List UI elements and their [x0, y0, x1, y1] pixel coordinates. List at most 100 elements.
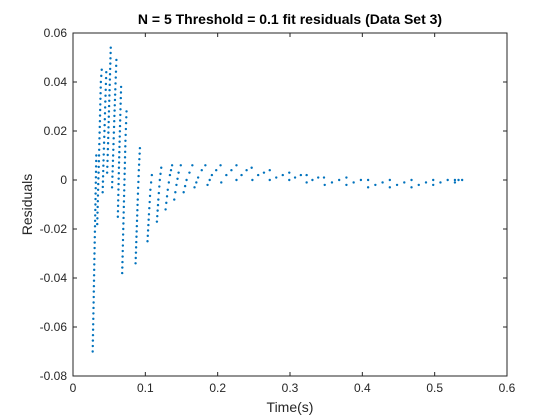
data-point	[165, 201, 168, 205]
data-point	[123, 161, 127, 165]
data-point	[148, 200, 151, 204]
data-point	[117, 166, 121, 169]
data-point	[305, 181, 308, 184]
data-point	[91, 328, 95, 331]
data-point	[105, 171, 109, 174]
data-point	[138, 157, 141, 161]
data-point	[106, 142, 110, 145]
chart-title: N = 5 Threshold = 0.1 fit residuals (Dat…	[138, 11, 442, 27]
data-point	[453, 178, 457, 182]
data-point	[135, 240, 138, 244]
data-point	[111, 164, 114, 168]
data-point	[121, 233, 125, 236]
data-point	[107, 126, 110, 129]
data-point	[117, 199, 120, 202]
data-point	[99, 92, 102, 95]
data-point	[119, 85, 123, 89]
data-point	[185, 178, 188, 182]
y-tick-label: 0.04	[44, 75, 68, 89]
data-point	[235, 164, 238, 167]
data-point	[92, 312, 95, 315]
data-point	[359, 178, 363, 182]
data-point	[160, 166, 163, 169]
data-point	[99, 97, 102, 101]
x-tick-label: 0.2	[209, 381, 226, 395]
data-point	[275, 176, 278, 179]
data-point	[388, 186, 392, 189]
data-point	[104, 88, 107, 92]
data-point	[94, 214, 97, 217]
data-point	[94, 176, 98, 179]
data-point	[121, 266, 124, 269]
data-point	[299, 173, 303, 177]
data-point	[146, 234, 149, 238]
data-point	[219, 164, 222, 167]
data-point	[93, 246, 96, 250]
data-point	[137, 180, 140, 184]
data-point	[96, 222, 99, 226]
data-point	[256, 173, 260, 177]
data-point	[103, 123, 106, 127]
data-point	[114, 70, 118, 73]
data-point	[410, 186, 413, 189]
data-point	[337, 178, 341, 182]
data-point	[225, 173, 228, 177]
data-point	[183, 184, 187, 188]
data-point	[119, 91, 123, 94]
data-point	[215, 169, 218, 172]
data-point	[113, 93, 117, 96]
data-point	[108, 67, 112, 71]
data-point	[410, 178, 413, 182]
data-point	[122, 205, 126, 209]
data-point	[106, 159, 109, 163]
data-point	[118, 124, 122, 128]
data-point	[103, 135, 106, 139]
data-point	[98, 125, 101, 129]
data-point	[91, 323, 95, 326]
data-point	[193, 186, 196, 189]
data-point	[104, 100, 107, 103]
data-point	[281, 173, 284, 177]
data-point	[109, 46, 112, 49]
data-point	[208, 178, 211, 182]
data-point	[159, 172, 162, 176]
data-point	[388, 178, 392, 182]
data-point	[94, 165, 98, 168]
data-point	[92, 295, 95, 299]
data-point	[330, 181, 334, 184]
data-point	[123, 150, 127, 154]
data-point	[366, 186, 370, 189]
data-point	[311, 178, 314, 182]
data-point	[305, 173, 308, 177]
data-point	[174, 191, 177, 194]
x-tick-label: 0.4	[354, 381, 371, 395]
data-point	[118, 145, 121, 149]
data-point	[119, 108, 122, 111]
data-point	[91, 350, 94, 353]
data-point	[93, 257, 96, 261]
data-point	[156, 214, 159, 218]
data-point	[118, 156, 121, 159]
data-point	[220, 181, 223, 184]
data-point	[268, 178, 271, 182]
data-point	[123, 172, 126, 176]
y-tick-label: -0.06	[40, 320, 68, 334]
data-point	[110, 186, 114, 189]
data-point	[108, 83, 111, 87]
data-point	[156, 203, 160, 207]
data-point	[106, 153, 109, 157]
data-point	[94, 203, 97, 206]
data-point	[94, 208, 97, 212]
data-point	[138, 146, 142, 150]
data-point	[457, 178, 460, 182]
data-point	[137, 174, 140, 178]
data-point	[158, 178, 161, 182]
data-point	[138, 152, 141, 155]
x-tick-label: 0.5	[426, 381, 443, 395]
data-point	[107, 110, 111, 113]
data-point	[92, 279, 96, 282]
data-point	[164, 208, 167, 211]
data-point	[293, 176, 297, 179]
data-point	[103, 112, 107, 115]
data-point	[149, 181, 153, 184]
